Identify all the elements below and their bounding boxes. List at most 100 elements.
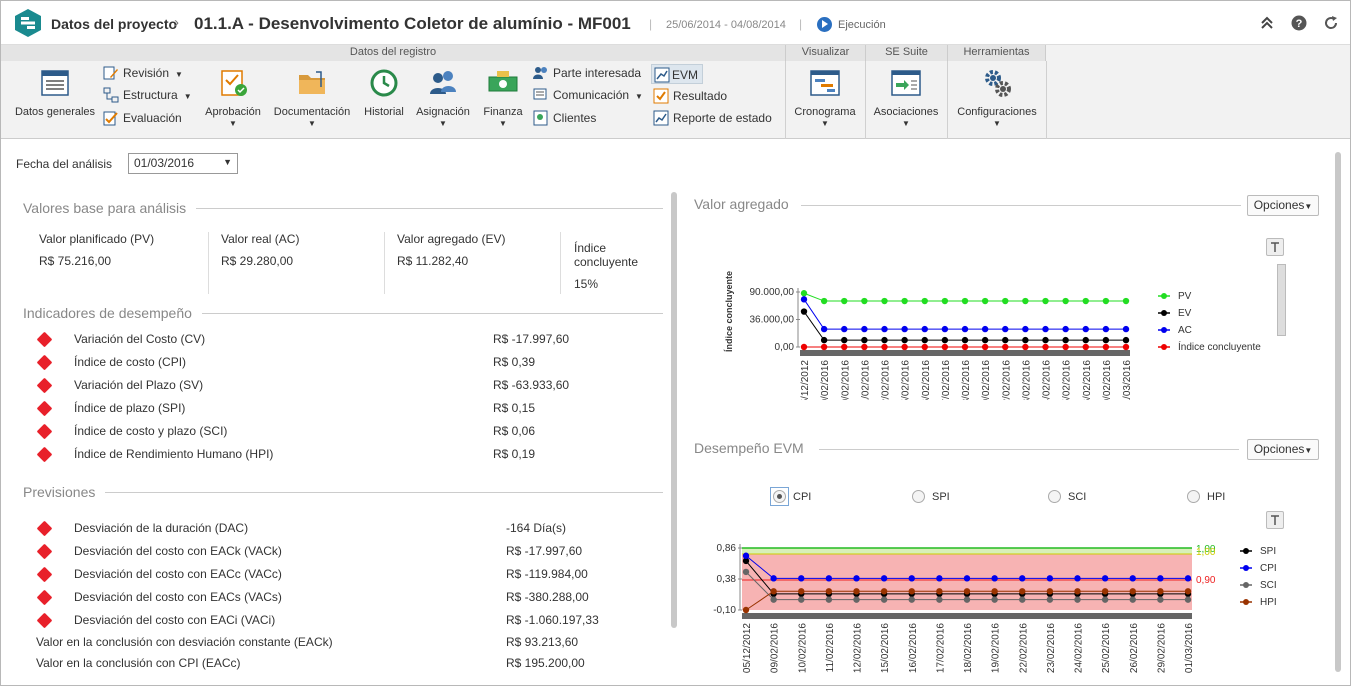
data-point xyxy=(1062,297,1069,305)
alert-diamond-icon xyxy=(36,423,53,440)
focus-outline xyxy=(770,487,789,506)
x-tick-label: 17/02/2016 xyxy=(941,360,952,400)
page-title: 01.1.A - Desenvolvimento Coletor de alum… xyxy=(194,14,631,33)
data-point xyxy=(1002,325,1009,333)
reporte-estado-button[interactable]: Reporte de estado xyxy=(653,108,772,128)
indicator-value: R$ -63.933,60 xyxy=(493,378,570,392)
date-range: 25/06/2014 - 04/08/2014 xyxy=(666,19,786,31)
collapse-icon[interactable] xyxy=(1259,15,1275,31)
data-point xyxy=(921,325,928,333)
breadcrumb-root[interactable]: Datos del proyecto xyxy=(51,16,178,32)
performance-title: Indicadores de desempeño xyxy=(23,305,202,321)
data-point xyxy=(1101,596,1109,603)
data-point xyxy=(1157,588,1164,595)
forecast-value: R$ -119.984,00 xyxy=(506,567,588,581)
data-point xyxy=(1102,336,1110,344)
pin-icon xyxy=(1271,242,1279,252)
parte-interesada-button[interactable]: Parte interesada xyxy=(533,63,641,83)
money-icon xyxy=(488,71,518,92)
pin-icon xyxy=(1271,515,1279,525)
radio-label: HPI xyxy=(1207,491,1226,503)
dropdown-caret-icon: ▼ xyxy=(1304,202,1313,211)
x-tick-label: 26/02/2016 xyxy=(1129,623,1140,673)
legend-label: EV xyxy=(1178,308,1192,319)
data-point xyxy=(1101,588,1109,595)
legend-scrollbar[interactable] xyxy=(1277,264,1286,336)
forecast-label: Valor en la conclusión con CPI (EACc) xyxy=(36,656,241,670)
radio-dot-icon xyxy=(1187,490,1200,503)
forecast-row: Desviación del costo con EACs (VACs) R$ -… xyxy=(36,589,636,609)
right-panel-scrollbar[interactable] xyxy=(1335,152,1341,672)
data-point xyxy=(908,596,915,603)
breadcrumb-separator-icon: › xyxy=(174,14,179,31)
aprobacion-button[interactable]: Aprobación ▼ xyxy=(202,67,264,128)
documentacion-button[interactable]: Documentación ▼ xyxy=(271,67,353,128)
help-icon[interactable]: ? xyxy=(1291,15,1307,31)
divider xyxy=(560,232,561,294)
indicator-row: Variación del Costo (CV) R$ -17.997,60 xyxy=(36,331,596,351)
asignacion-button[interactable]: Asignación ▼ xyxy=(413,67,473,128)
revision-button[interactable]: Revisión ▼ xyxy=(103,63,183,83)
indicator-label: Índice de costo y plazo (SCI) xyxy=(74,424,228,438)
radio-cpi[interactable]: CPI xyxy=(770,487,812,506)
asociaciones-button[interactable]: Asociaciones ▼ xyxy=(870,67,942,128)
evm-label: EVM xyxy=(672,68,699,82)
data-point xyxy=(1184,588,1192,595)
forecast-row: Desviación del costo con EACc (VACc) R$ -… xyxy=(36,566,636,586)
data-point xyxy=(1082,325,1089,333)
estructura-button[interactable]: Estructura ▼ xyxy=(103,85,192,105)
x-tick-label: 19/02/2016 xyxy=(991,623,1002,673)
y-tick-label: 0,86 xyxy=(717,543,737,554)
forecast-row: Desviación del costo con EACi (VACi) R$ -… xyxy=(36,612,636,632)
resultado-button[interactable]: Resultado xyxy=(653,86,727,106)
clientes-label: Clientes xyxy=(553,111,597,125)
radio-label: CPI xyxy=(793,491,812,503)
cronograma-button[interactable]: Cronograma ▼ xyxy=(791,67,859,128)
evm-button[interactable]: EVM xyxy=(651,64,704,84)
data-point xyxy=(1157,575,1164,582)
alert-diamond-icon xyxy=(36,331,53,348)
configuraciones-button[interactable]: Configuraciones ▼ xyxy=(954,67,1040,128)
refresh-icon[interactable] xyxy=(1323,15,1339,31)
indicator-value: R$ 0,06 xyxy=(493,424,536,438)
data-point xyxy=(991,575,998,582)
parte-interesada-label: Parte interesada xyxy=(553,66,642,80)
evm-options-button[interactable]: Opciones▼ xyxy=(1247,439,1319,460)
indicator-label: Índice de plazo (SPI) xyxy=(74,401,186,415)
data-point xyxy=(841,325,848,333)
historial-button[interactable]: Historial xyxy=(361,67,407,118)
x-tick-label: 19/02/2016 xyxy=(981,360,992,400)
data-point xyxy=(1074,588,1081,595)
comunicacion-button[interactable]: Comunicación ▼ xyxy=(533,85,643,105)
x-tick-label: 15/02/2016 xyxy=(901,360,912,400)
data-point xyxy=(800,296,808,303)
data-point xyxy=(841,297,848,305)
evaluacion-label: Evaluación xyxy=(123,111,182,125)
group-header-visualizar: Visualizar xyxy=(786,45,866,61)
left-panel-scrollbar[interactable] xyxy=(671,192,677,628)
data-point xyxy=(991,588,998,595)
legend-marker xyxy=(1161,310,1167,316)
data-point xyxy=(1129,588,1136,595)
datos-generales-button[interactable]: Datos generales xyxy=(13,67,97,118)
clientes-button[interactable]: Clientes xyxy=(533,108,596,128)
x-tick-label: 12/02/2016 xyxy=(881,360,892,400)
radio-dot-icon xyxy=(912,490,925,503)
data-point xyxy=(1122,297,1130,305)
analysis-date-select[interactable]: 01/03/2016 ▼ xyxy=(128,153,238,174)
evaluacion-button[interactable]: Evaluación xyxy=(103,108,182,128)
pin-button[interactable] xyxy=(1266,238,1284,256)
ev-options-button[interactable]: Opciones▼ xyxy=(1247,195,1319,216)
pin-button[interactable] xyxy=(1266,511,1284,529)
data-point xyxy=(921,297,928,305)
radio-hpi[interactable]: HPI xyxy=(1187,490,1225,506)
forecast-label: Valor en la conclusión con desviación co… xyxy=(36,635,333,649)
radio-sci[interactable]: SCI xyxy=(1048,490,1086,506)
finanza-button[interactable]: Finanza ▼ xyxy=(480,67,526,128)
options-label: Opciones xyxy=(1253,198,1305,212)
data-point xyxy=(963,596,971,603)
alert-diamond-icon xyxy=(36,400,53,417)
data-point xyxy=(770,588,777,595)
ev-chart: Índice concluyente 90.000,00 36.000,00 0,00… xyxy=(724,271,1261,400)
radio-spi[interactable]: SPI xyxy=(912,490,950,506)
